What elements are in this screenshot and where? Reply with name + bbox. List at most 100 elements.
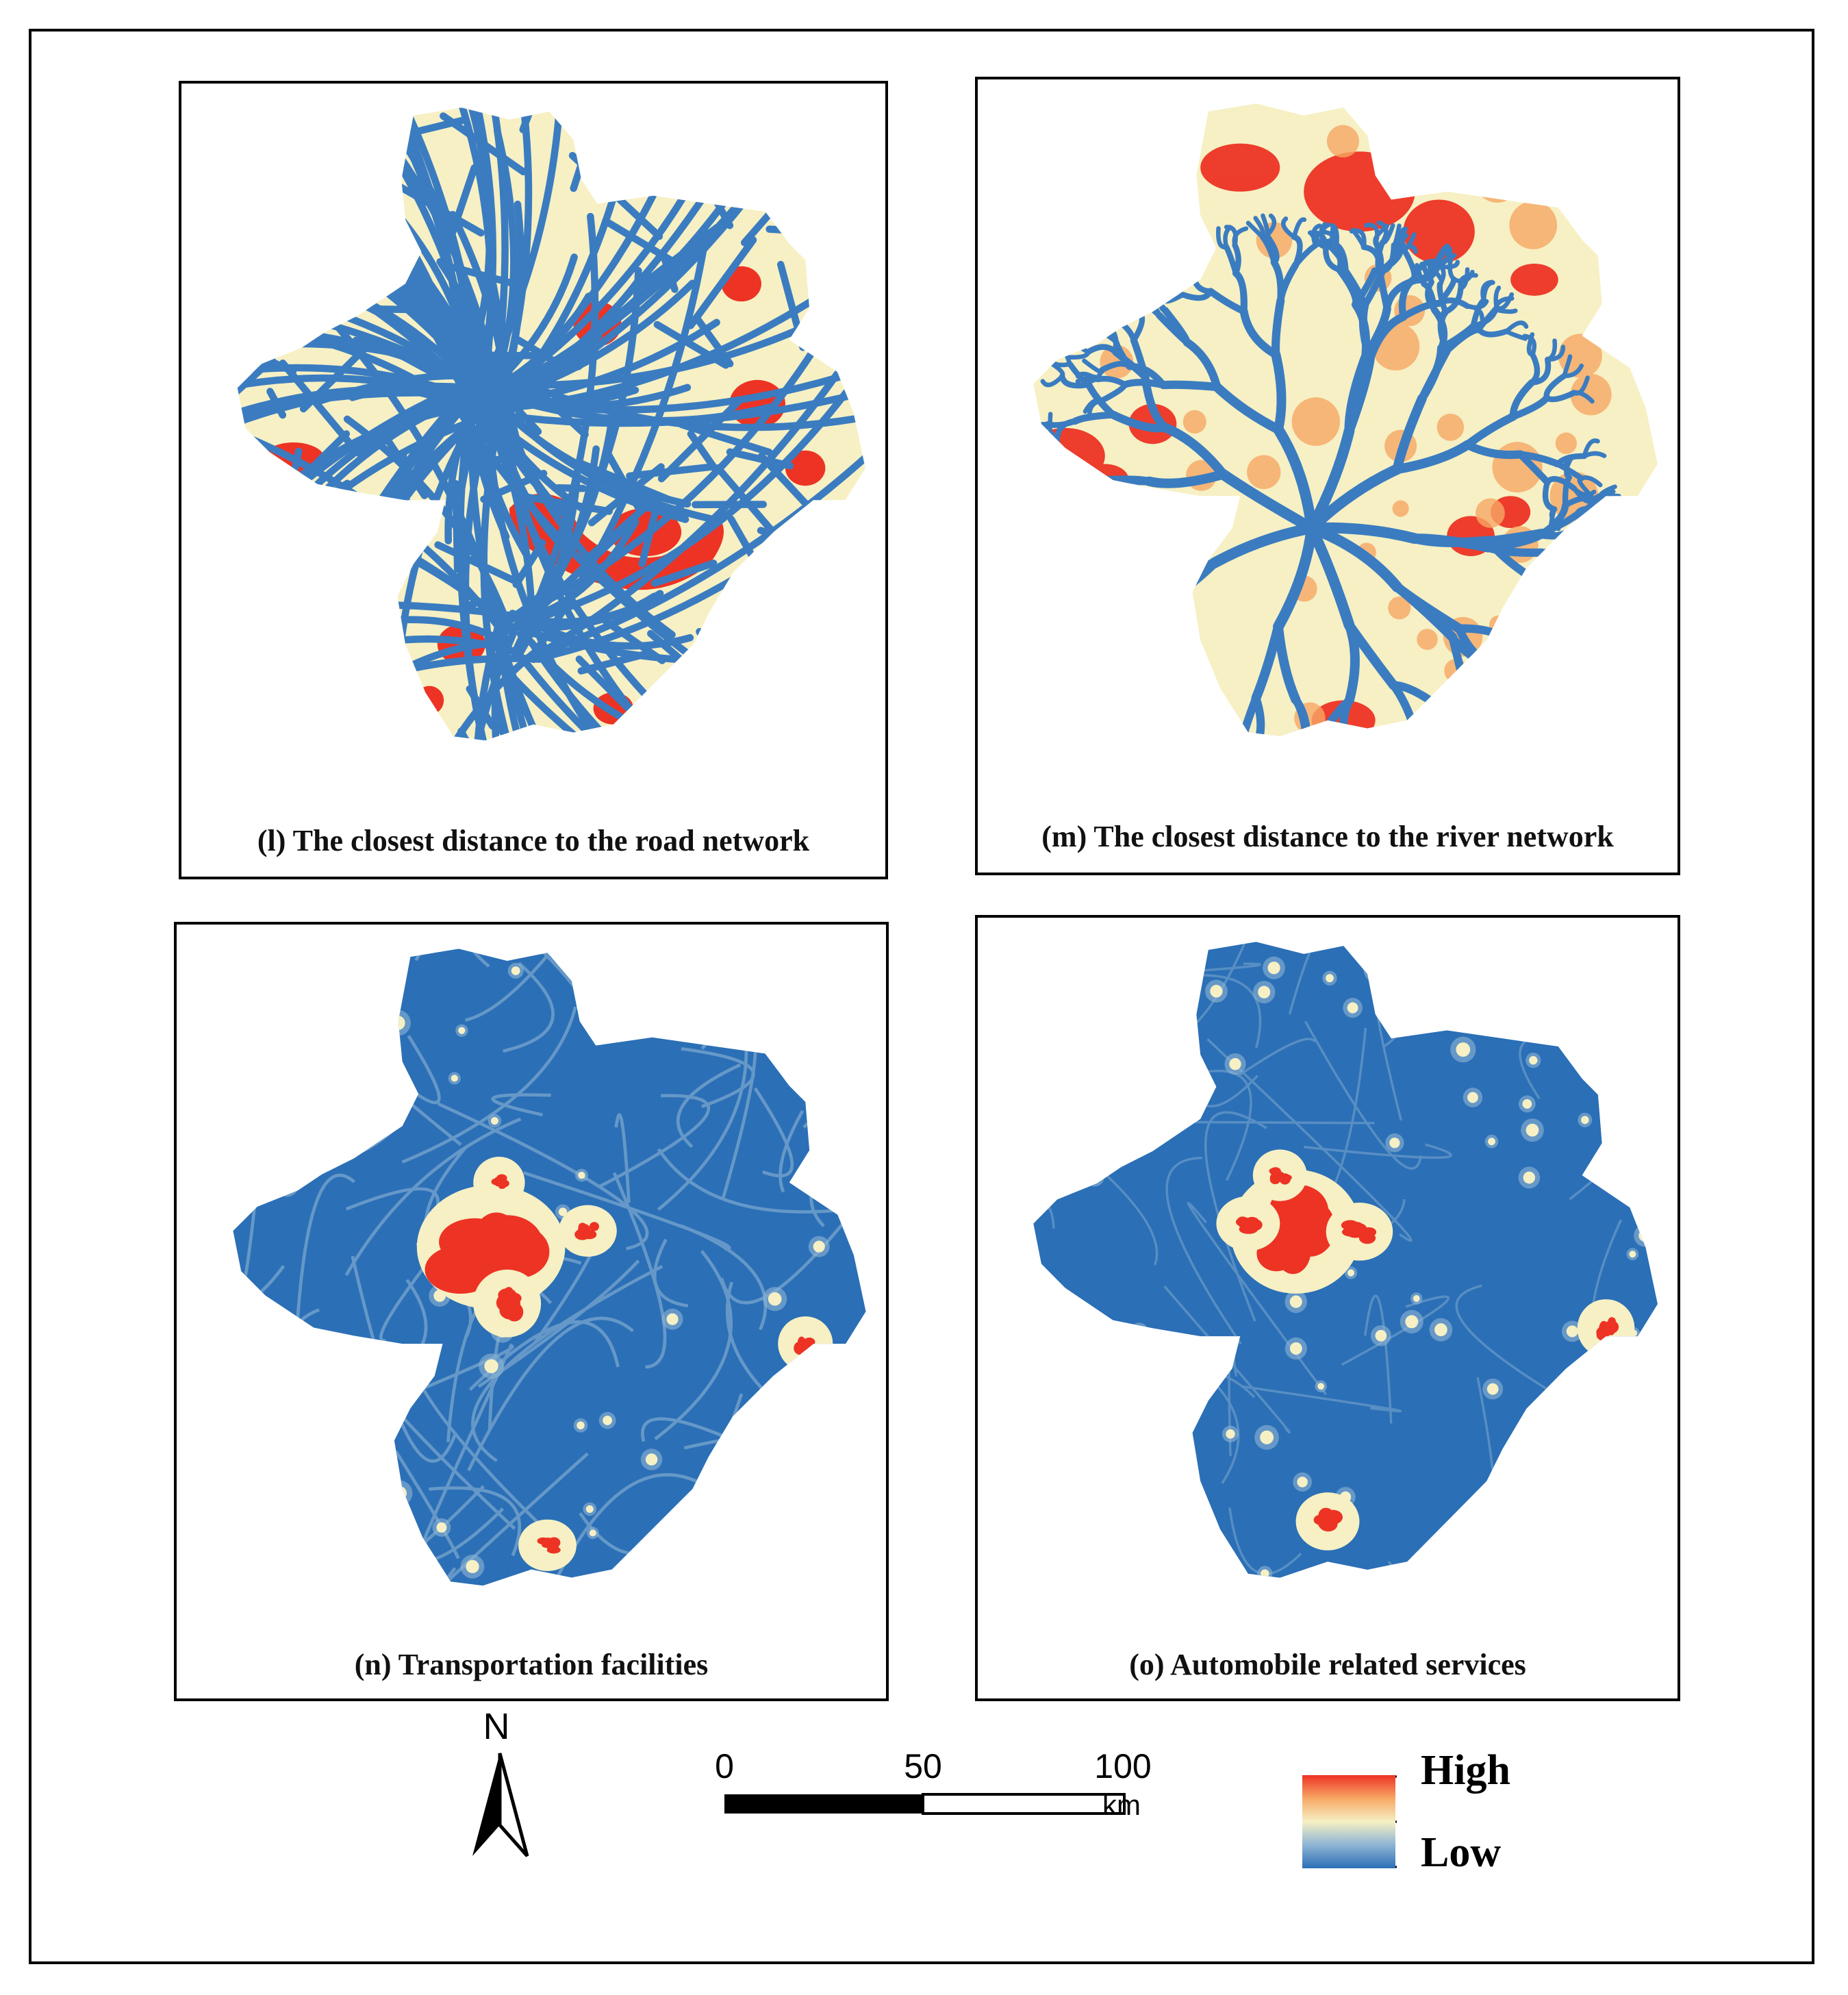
warm-area	[1510, 710, 1549, 737]
river-line	[1271, 768, 1287, 790]
spot-core	[392, 1485, 407, 1501]
river-line	[1085, 623, 1111, 664]
river-line	[1052, 440, 1061, 465]
spot-core	[1413, 1295, 1420, 1302]
river-line	[1574, 565, 1606, 583]
river-line	[1223, 225, 1232, 249]
river-line	[1513, 699, 1523, 733]
spot-core	[1120, 1477, 1129, 1486]
river-line	[1571, 621, 1597, 631]
spot-core	[1347, 1002, 1358, 1014]
spot-halo	[268, 1175, 286, 1193]
river-line	[1033, 560, 1046, 580]
faint-road-line	[233, 955, 379, 1029]
road-line	[811, 108, 865, 125]
spot-core	[1289, 1295, 1302, 1308]
hub-core	[1608, 1317, 1617, 1326]
panel-caption: (m) The closest distance to the river ne…	[1041, 820, 1614, 853]
river-line	[1436, 768, 1441, 795]
road-line	[687, 430, 720, 474]
river-line	[1033, 625, 1041, 641]
road-line	[237, 381, 468, 610]
river-line	[1473, 716, 1507, 731]
spot-halo	[1634, 1224, 1656, 1247]
faint-road-line	[389, 1553, 442, 1586]
warm-area	[1602, 152, 1646, 197]
road-line	[270, 334, 283, 346]
spot-core	[1326, 974, 1334, 983]
river-line	[1034, 519, 1047, 543]
hub-core	[498, 1179, 509, 1188]
river-line	[1061, 670, 1093, 688]
river-line	[1040, 574, 1072, 592]
faint-road-line	[242, 1404, 412, 1569]
road-line	[694, 316, 734, 368]
river-line	[1438, 705, 1480, 729]
scale-tick-100: 100	[1094, 1747, 1152, 1785]
north-arrow-icon	[472, 1753, 529, 1857]
river-line	[1289, 753, 1306, 788]
river-line	[1056, 471, 1100, 493]
faint-road-line	[346, 1586, 435, 1640]
faint-road-line	[236, 949, 401, 963]
faint-road-line	[429, 1486, 521, 1557]
river-line	[1534, 668, 1568, 680]
river-line	[1544, 615, 1575, 634]
river-line	[1058, 544, 1096, 575]
river-line	[1212, 382, 1283, 435]
road-line	[472, 618, 503, 741]
faint-road-line	[233, 1046, 339, 1103]
river-line	[1243, 752, 1254, 790]
faint-road-line	[335, 1374, 383, 1482]
river-line	[1072, 623, 1111, 652]
river-line	[1276, 783, 1292, 806]
river-line	[1494, 748, 1498, 768]
road-line	[522, 387, 865, 662]
river-line	[1100, 301, 1117, 323]
river-line	[1453, 790, 1469, 802]
river-line	[1543, 706, 1553, 731]
river-line	[1528, 351, 1541, 386]
hotspot-area	[1033, 427, 1105, 484]
river-line	[1306, 464, 1403, 534]
road-line	[299, 343, 370, 413]
spot-halo	[1631, 1072, 1654, 1096]
river-line	[1442, 752, 1446, 772]
river-line	[1033, 509, 1038, 523]
road-line	[650, 560, 718, 587]
river-line	[1112, 349, 1149, 381]
spot-core	[1210, 985, 1223, 998]
river-line	[1602, 509, 1627, 517]
hub-core	[1269, 1167, 1282, 1176]
river-line	[1545, 338, 1558, 362]
faint-road-line	[1200, 1069, 1252, 1181]
river-line	[1605, 536, 1627, 552]
river-line	[1544, 476, 1578, 492]
spot-halo	[351, 1439, 366, 1455]
river-line	[1033, 470, 1063, 479]
scale-tick-0: 0	[715, 1747, 734, 1785]
faint-road-line	[233, 1003, 308, 1203]
spot-core	[1065, 1097, 1078, 1110]
river-line	[1507, 627, 1551, 647]
river-line	[1033, 555, 1047, 578]
river-line	[1077, 642, 1122, 661]
road-line	[533, 387, 589, 438]
spot-halo	[1043, 1521, 1060, 1539]
river-line	[1243, 792, 1263, 799]
faint-road-line	[491, 1093, 551, 1117]
river-line	[1526, 683, 1549, 712]
spot-core	[1638, 1543, 1653, 1557]
river-line	[1273, 523, 1317, 632]
spot-core	[1136, 1338, 1143, 1346]
road-line	[455, 351, 516, 365]
road-line	[457, 727, 507, 741]
faint-road-line	[1237, 1038, 1317, 1078]
river-line	[1173, 258, 1196, 272]
spot-halo	[342, 1012, 366, 1036]
river-line	[1033, 513, 1045, 530]
river-line	[1473, 723, 1496, 737]
river-line	[1526, 573, 1569, 594]
hub-core	[1600, 1322, 1612, 1334]
river-line	[1187, 247, 1196, 272]
